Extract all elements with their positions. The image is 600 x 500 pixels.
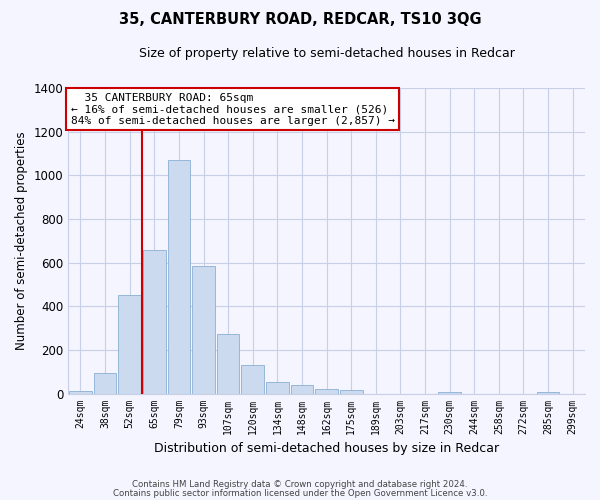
Bar <box>94 373 116 394</box>
Text: 35, CANTERBURY ROAD, REDCAR, TS10 3QG: 35, CANTERBURY ROAD, REDCAR, TS10 3QG <box>119 12 481 28</box>
Bar <box>290 385 313 394</box>
Bar <box>439 392 461 394</box>
Bar <box>315 389 338 394</box>
Bar <box>217 334 239 394</box>
Text: 35 CANTERBURY ROAD: 65sqm  
← 16% of semi-detached houses are smaller (526)
84% : 35 CANTERBURY ROAD: 65sqm ← 16% of semi-… <box>71 92 395 126</box>
Title: Size of property relative to semi-detached houses in Redcar: Size of property relative to semi-detach… <box>139 48 515 60</box>
Bar <box>69 392 92 394</box>
Bar <box>167 160 190 394</box>
Y-axis label: Number of semi-detached properties: Number of semi-detached properties <box>15 132 28 350</box>
Bar <box>143 250 166 394</box>
X-axis label: Distribution of semi-detached houses by size in Redcar: Distribution of semi-detached houses by … <box>154 442 499 455</box>
Bar <box>192 266 215 394</box>
Bar <box>241 365 264 394</box>
Bar <box>118 296 141 394</box>
Bar <box>266 382 289 394</box>
Text: Contains public sector information licensed under the Open Government Licence v3: Contains public sector information licen… <box>113 488 487 498</box>
Text: Contains HM Land Registry data © Crown copyright and database right 2024.: Contains HM Land Registry data © Crown c… <box>132 480 468 489</box>
Bar <box>340 390 362 394</box>
Bar <box>537 392 559 394</box>
